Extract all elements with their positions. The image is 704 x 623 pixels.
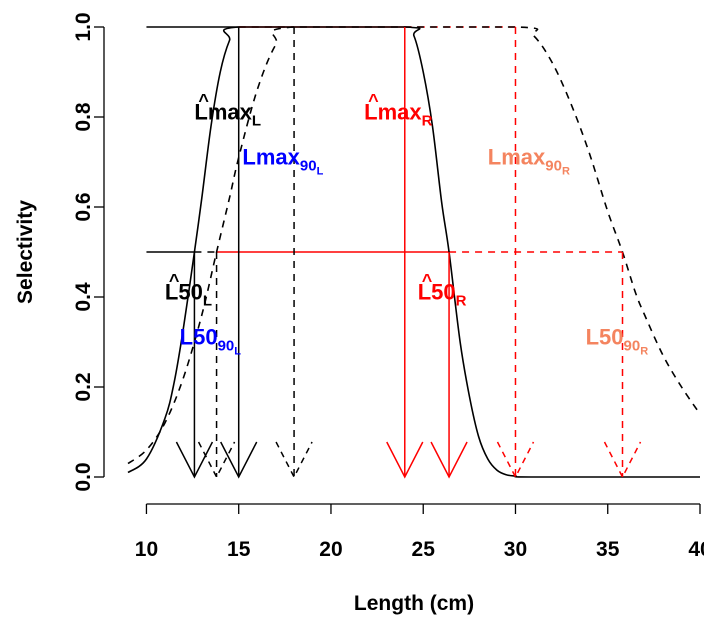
lmax-r-hat-label: LmaxR bbox=[364, 99, 432, 129]
x-tick-label: 10 bbox=[135, 538, 158, 561]
arrow-head bbox=[496, 441, 535, 479]
l50-90-l-label: L5090L bbox=[180, 324, 242, 357]
x-tick-label: 20 bbox=[319, 538, 342, 561]
y-tick-label: 0.2 bbox=[72, 372, 95, 401]
annotation-main: L50 bbox=[418, 279, 456, 304]
annotation-subscript: R bbox=[456, 292, 467, 309]
lmax-90-r-label: Lmax90R bbox=[488, 144, 570, 177]
annotation-main: L50 bbox=[180, 324, 218, 349]
axes: Length (cm) Selectivity 10 15 20 25 30 35 40 0.… bbox=[14, 12, 704, 615]
arrows bbox=[175, 27, 642, 479]
y-axis-label: Selectivity bbox=[14, 200, 37, 304]
x-tick-label: 25 bbox=[412, 538, 436, 561]
lmax-90-l-label: Lmax90L bbox=[242, 144, 323, 177]
arrow-head bbox=[197, 441, 236, 479]
y-tick-label: 0.4 bbox=[72, 282, 95, 312]
annotations: LmaxL^Lmax90LLmaxR^Lmax90RL50L^L5090LL50… bbox=[165, 90, 648, 357]
annotation-main: Lmax bbox=[364, 99, 422, 124]
hat-mark: ^ bbox=[368, 90, 379, 110]
annotation-main: Lmax bbox=[242, 144, 300, 169]
annotation-subscript: L bbox=[252, 112, 261, 129]
annotation-sub-subscript: R bbox=[640, 345, 648, 357]
annotation-subscript: 90 bbox=[300, 157, 317, 174]
solid-curve bbox=[127, 26, 701, 478]
lmax-l-hat-label: LmaxL bbox=[194, 99, 261, 129]
selectivity-curves bbox=[127, 26, 701, 478]
y-tick-label: 0.6 bbox=[72, 192, 95, 221]
annotation-sub-subscript: L bbox=[317, 165, 324, 177]
y-tick-label: 1.0 bbox=[72, 12, 95, 41]
hat-mark: ^ bbox=[198, 90, 209, 110]
dashed-curve bbox=[127, 26, 701, 465]
arrow-head bbox=[275, 441, 313, 479]
x-tick-label: 35 bbox=[596, 538, 620, 561]
arrow-head bbox=[430, 441, 468, 479]
x-tick-label: 30 bbox=[504, 538, 527, 561]
annotation-main: L50 bbox=[586, 324, 624, 349]
x-tick-label: 15 bbox=[227, 538, 251, 561]
annotation-main: L50 bbox=[165, 279, 203, 304]
x-axis-label: Length (cm) bbox=[354, 592, 474, 615]
annotation-subscript: R bbox=[422, 112, 433, 129]
annotation-subscript: 90 bbox=[545, 157, 562, 174]
annotation-subscript: 90 bbox=[218, 337, 235, 354]
annotation-sub-subscript: R bbox=[562, 165, 570, 177]
hat-mark: ^ bbox=[422, 270, 433, 290]
annotation-subscript: 90 bbox=[624, 337, 641, 354]
l50-90-r-label: L5090R bbox=[586, 324, 649, 357]
annotation-subscript: L bbox=[203, 292, 212, 309]
annotation-sub-subscript: L bbox=[234, 345, 241, 357]
l50-r-hat-label: L50R bbox=[418, 279, 467, 309]
arrow-head bbox=[603, 441, 642, 479]
annotation-main: Lmax bbox=[488, 144, 546, 169]
y-tick-label: 0.0 bbox=[72, 462, 95, 491]
annotation-main: Lmax bbox=[194, 99, 252, 124]
x-tick-label: 40 bbox=[688, 538, 704, 561]
arrow-head bbox=[220, 441, 258, 479]
y-tick-label: 0.8 bbox=[72, 102, 95, 132]
hat-mark: ^ bbox=[169, 270, 180, 290]
arrow-head bbox=[175, 441, 214, 479]
arrow-head bbox=[386, 441, 424, 479]
l50-l-hat-label: L50L bbox=[165, 279, 212, 309]
